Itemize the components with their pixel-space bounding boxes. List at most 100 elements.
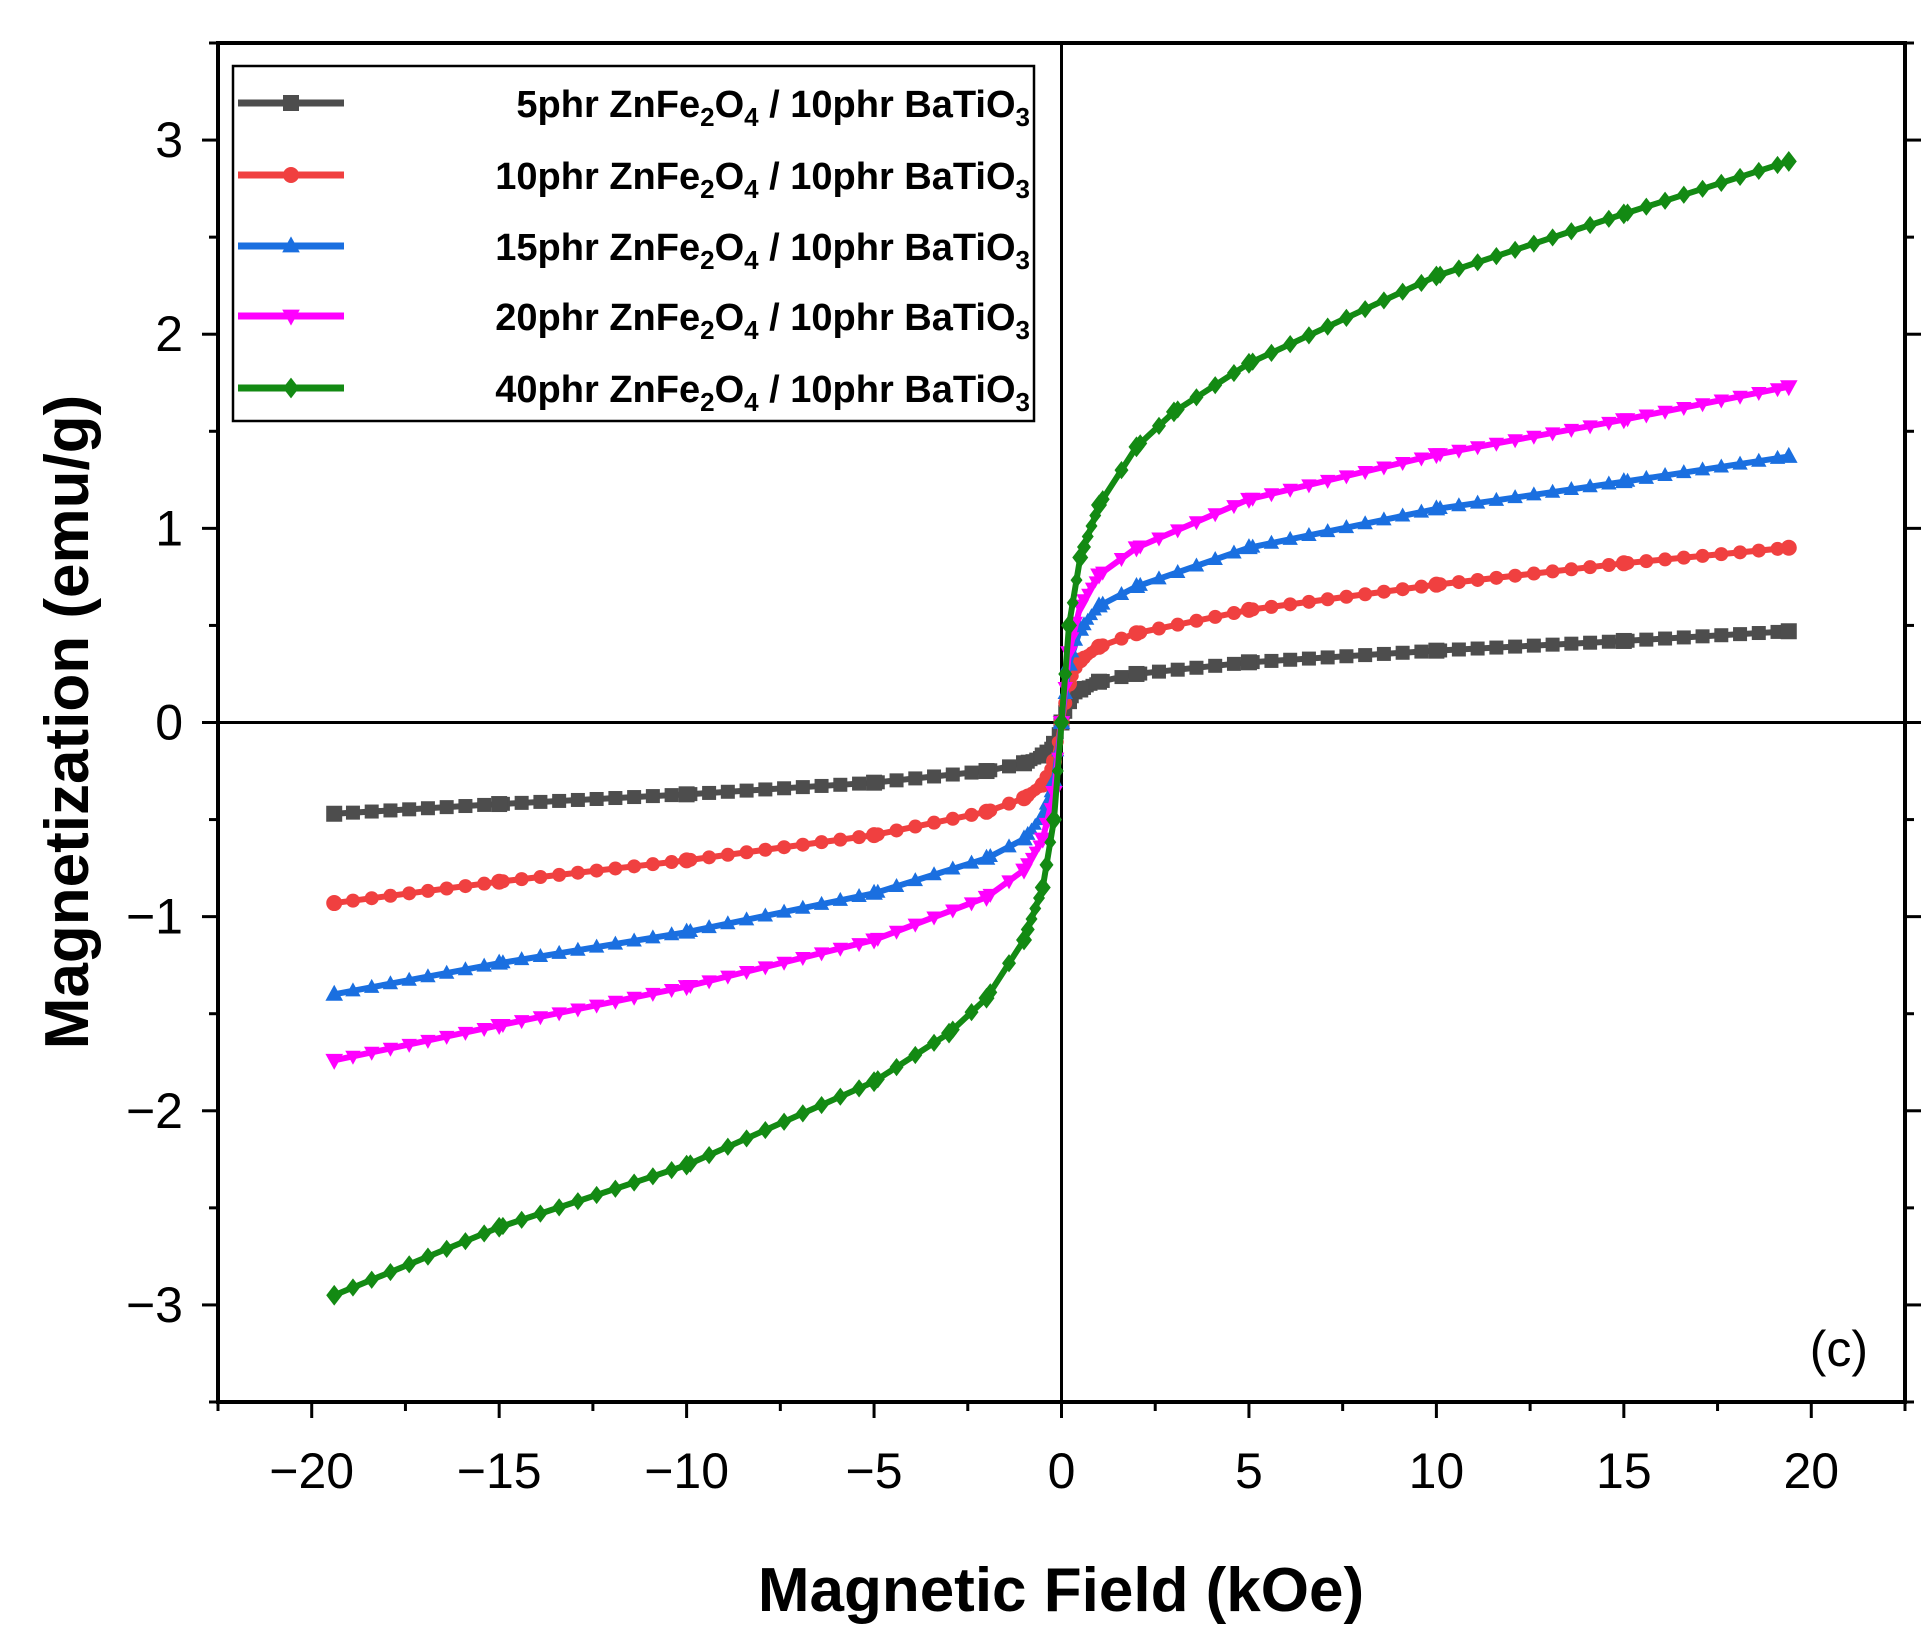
series-point bbox=[345, 1278, 360, 1297]
series-point bbox=[1208, 658, 1223, 673]
series-point bbox=[588, 999, 605, 1014]
series-data-point bbox=[1165, 401, 1182, 423]
series-data-point bbox=[866, 1071, 883, 1093]
series-data-point bbox=[1615, 203, 1632, 225]
series-data-point bbox=[865, 933, 883, 950]
series-point bbox=[1151, 621, 1166, 636]
series-data-point bbox=[978, 763, 995, 780]
series-point bbox=[1189, 613, 1204, 628]
series-point bbox=[1732, 390, 1748, 405]
series-point bbox=[477, 876, 492, 891]
series-point bbox=[420, 1247, 435, 1266]
y-tick-label: −2 bbox=[126, 1083, 183, 1139]
series-point bbox=[1189, 388, 1204, 407]
series-point bbox=[1751, 543, 1766, 558]
series-point bbox=[1339, 308, 1354, 328]
series-point bbox=[964, 765, 979, 780]
series-point bbox=[1733, 627, 1748, 642]
series-point bbox=[570, 1192, 585, 1211]
series-point bbox=[963, 854, 980, 869]
series-point bbox=[945, 904, 961, 919]
series-point bbox=[420, 1034, 436, 1049]
series-data-point bbox=[325, 984, 344, 1001]
panel-label: (c) bbox=[1810, 1321, 1868, 1377]
series-point bbox=[420, 883, 435, 898]
series-point bbox=[1694, 461, 1711, 476]
series-point bbox=[345, 982, 361, 997]
series-point bbox=[1113, 585, 1130, 600]
series-point bbox=[1002, 796, 1017, 811]
x-tick-label: −10 bbox=[644, 1443, 729, 1499]
series-point bbox=[1564, 562, 1579, 577]
legend-subscript: 4 bbox=[744, 174, 759, 204]
series-data-point bbox=[1615, 555, 1632, 572]
legend-subscript: 2 bbox=[700, 102, 714, 132]
series-point bbox=[383, 803, 398, 818]
series-point bbox=[1114, 461, 1129, 480]
series-point bbox=[1001, 838, 1017, 853]
series-point bbox=[814, 1095, 829, 1115]
series-point bbox=[1264, 653, 1279, 668]
series-point bbox=[795, 899, 811, 914]
series-data-point bbox=[1240, 492, 1258, 509]
x-tick-label: −15 bbox=[457, 1443, 542, 1499]
series-point bbox=[1170, 662, 1185, 677]
legend-entry-5: 40phr ZnFe2O4 / 10phr BaTiO3 bbox=[238, 369, 1030, 417]
series-point bbox=[345, 1050, 361, 1065]
legend-subscript: 2 bbox=[700, 245, 714, 275]
series-point bbox=[645, 789, 660, 804]
series-point bbox=[458, 1232, 473, 1251]
series-point bbox=[570, 941, 586, 956]
series-point bbox=[438, 1030, 455, 1045]
series-point bbox=[401, 971, 417, 986]
series-point bbox=[1733, 545, 1748, 560]
series-data-point bbox=[978, 803, 995, 820]
series-point bbox=[1413, 503, 1430, 518]
series-point bbox=[1188, 516, 1205, 531]
series-point bbox=[551, 1007, 567, 1022]
y-tick-label: 1 bbox=[155, 500, 183, 556]
series-data-point bbox=[491, 796, 508, 813]
series-point bbox=[1639, 197, 1654, 216]
x-tick-label: 10 bbox=[1409, 1443, 1465, 1499]
legend-marker bbox=[283, 377, 299, 399]
series-point bbox=[514, 1210, 529, 1229]
series-point bbox=[738, 911, 755, 926]
series-point bbox=[813, 895, 830, 910]
series-point bbox=[908, 819, 923, 834]
series-point bbox=[1695, 548, 1710, 563]
series-point bbox=[1451, 497, 1467, 512]
series-point bbox=[1301, 651, 1316, 666]
series-point bbox=[402, 886, 417, 901]
series-point bbox=[889, 823, 904, 838]
series-point bbox=[532, 948, 549, 963]
series-point bbox=[833, 832, 848, 847]
series-data-point bbox=[678, 786, 695, 803]
series-point bbox=[438, 964, 455, 979]
series-point bbox=[476, 1022, 492, 1037]
legend-subscript: 3 bbox=[1016, 387, 1030, 417]
series-point bbox=[852, 1079, 867, 1098]
series-point bbox=[1714, 628, 1729, 643]
legend-label: 5phr ZnFe2O4 / 10phr BaTiO3 bbox=[516, 84, 1030, 132]
series-point bbox=[552, 1198, 567, 1217]
series-point bbox=[758, 1120, 773, 1140]
series-data-point bbox=[677, 980, 696, 997]
legend-subscript: 2 bbox=[700, 174, 714, 204]
series-point bbox=[364, 891, 379, 906]
legend-label-part: 5phr ZnFe bbox=[516, 84, 700, 126]
series-data-point bbox=[1034, 877, 1051, 898]
series-point bbox=[758, 842, 773, 857]
series-point bbox=[907, 918, 923, 933]
series-point bbox=[1170, 524, 1186, 539]
series-point bbox=[645, 857, 660, 872]
y-tick-label: −1 bbox=[126, 889, 183, 945]
series-data-point bbox=[1780, 623, 1797, 640]
series-point bbox=[1282, 530, 1298, 545]
series-data-point bbox=[1240, 352, 1257, 374]
series-data-point bbox=[1090, 638, 1107, 655]
x-axis-title: Magnetic Field (kOe) bbox=[758, 1556, 1364, 1625]
series-point bbox=[457, 961, 474, 976]
series-data-point bbox=[490, 1018, 508, 1035]
legend-label-part: / 10phr BaTiO bbox=[759, 297, 1016, 339]
